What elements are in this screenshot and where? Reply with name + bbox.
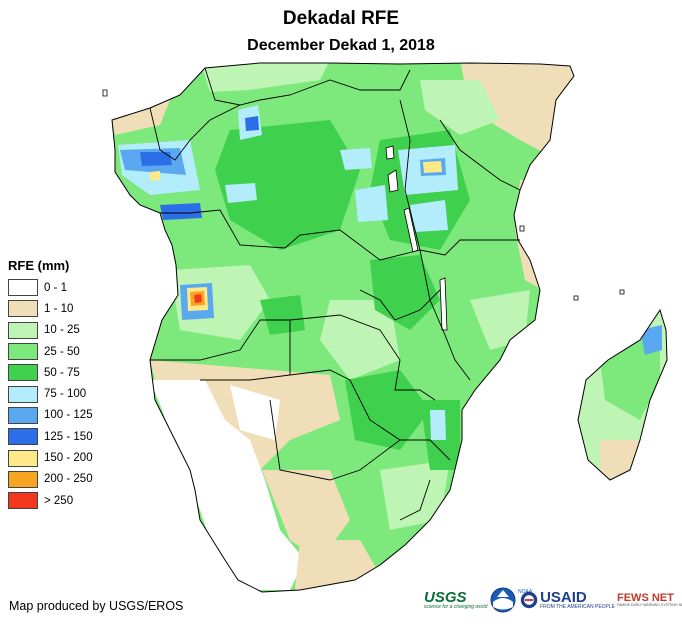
- legend-swatch: [8, 406, 38, 424]
- mainland: [111, 62, 575, 593]
- legend-label: 200 - 250: [44, 473, 93, 486]
- noaa-logo-text: NOAA: [518, 589, 533, 595]
- legend-swatch: [8, 364, 38, 382]
- legend-item: 75 - 100: [8, 383, 93, 404]
- legend-item: 10 - 25: [8, 320, 93, 341]
- madagascar: [577, 308, 668, 481]
- fewsnet-logo: FEWS NET FAMINE EARLY WARNING SYSTEMS NE…: [617, 585, 682, 615]
- legend-swatch: [8, 470, 38, 488]
- map-title: Dekadal RFE: [282, 8, 400, 29]
- legend-swatch: [8, 343, 38, 361]
- legend-item: > 250: [8, 490, 93, 511]
- legend: RFE (mm) 0 - 1 1 - 10 10 - 25 25 - 50 50…: [8, 258, 93, 511]
- usgs-tagline: science for a changing world: [424, 603, 488, 610]
- map-credit: Map produced by USGS/EROS: [9, 599, 184, 613]
- fewsnet-logo-text: FEWS NET: [617, 591, 674, 604]
- usgs-logo-text: USGS: [424, 588, 467, 606]
- legend-swatch: [8, 300, 38, 318]
- legend-label: 75 - 100: [44, 388, 87, 401]
- legend-label: 100 - 125: [44, 409, 93, 422]
- legend-item: 125 - 150: [8, 426, 93, 447]
- legend-label: > 250: [44, 494, 74, 507]
- legend-swatch: [8, 279, 38, 297]
- lakes: [385, 145, 448, 331]
- legend-label: 25 - 50: [44, 345, 80, 358]
- legend-item: 50 - 75: [8, 362, 93, 383]
- legend-label: 50 - 75: [44, 366, 80, 379]
- islands: [102, 89, 625, 301]
- legend-item: 25 - 50: [8, 341, 93, 362]
- map-subtitle: December Dekad 1, 2018: [247, 37, 435, 54]
- legend-item: 0 - 1: [8, 277, 93, 298]
- legend-swatch: [8, 428, 38, 446]
- legend-title: RFE (mm): [8, 258, 70, 273]
- legend-swatch: [8, 385, 38, 403]
- fewsnet-tagline: FAMINE EARLY WARNING SYSTEMS NETWORK: [617, 602, 682, 607]
- usaid-logo: USAID FROM THE AMERICAN PEOPLE: [520, 585, 615, 615]
- usaid-seal-icon: [520, 591, 538, 609]
- logo-bar: USGS science for a changing world NOAA U…: [424, 585, 682, 615]
- legend-item: 150 - 200: [8, 447, 93, 468]
- usgs-logo: USGS science for a changing world: [424, 585, 488, 615]
- legend-label: 125 - 150: [44, 430, 93, 443]
- legend-label: 1 - 10: [44, 302, 74, 315]
- legend-label: 0 - 1: [44, 281, 68, 294]
- usaid-logo-text: USAID: [540, 588, 587, 606]
- legend-label: 10 - 25: [44, 324, 80, 337]
- legend-item: 1 - 10: [8, 298, 93, 319]
- legend-item: 100 - 125: [8, 405, 93, 426]
- country-borders: [149, 67, 521, 521]
- noaa-logo-icon: [490, 587, 516, 613]
- legend-item: 200 - 250: [8, 469, 93, 490]
- legend-swatch: [8, 321, 38, 339]
- legend-label: 150 - 200: [44, 452, 93, 465]
- usaid-tagline: FROM THE AMERICAN PEOPLE: [540, 603, 615, 610]
- legend-swatch: [8, 492, 38, 510]
- legend-swatch: [8, 449, 38, 467]
